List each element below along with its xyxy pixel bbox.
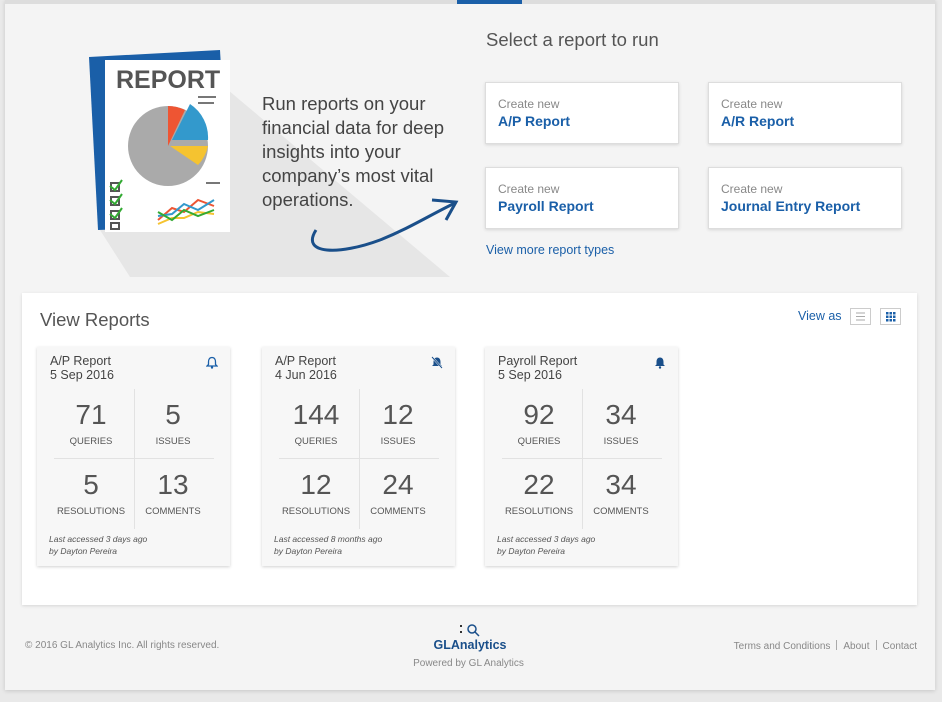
divider bbox=[279, 458, 439, 459]
divider bbox=[359, 389, 360, 529]
create-title: Select a report to run bbox=[486, 29, 659, 50]
more-link[interactable]: View more report types bbox=[486, 243, 615, 257]
last-accessed: Last accessed 3 days ago bbox=[49, 534, 148, 544]
card-name: Journal Entry Report bbox=[721, 198, 861, 214]
report-date: 5 Sep 2016 bbox=[50, 368, 114, 382]
report-date: 5 Sep 2016 bbox=[498, 368, 562, 382]
divider bbox=[502, 458, 662, 459]
create-card[interactable]: Create new Journal Entry Report bbox=[708, 167, 902, 229]
illustration-title: REPORT bbox=[116, 66, 220, 94]
last-accessed: Last accessed 8 months ago bbox=[274, 534, 383, 544]
card-name: Payroll Report bbox=[498, 198, 594, 214]
card-name: A/R Report bbox=[721, 113, 795, 129]
separator bbox=[836, 640, 838, 650]
stat-label: QUERIES bbox=[517, 436, 561, 447]
card-name: A/P Report bbox=[498, 113, 571, 129]
illustration: REPORT bbox=[89, 50, 459, 277]
create-card[interactable]: Create new Payroll Report bbox=[485, 167, 679, 229]
accessed-by: by Dayton Pereira bbox=[274, 546, 343, 556]
stat-label: QUERIES bbox=[69, 436, 113, 447]
report-card[interactable]: A/P Report 5 Sep 2016 71 QUERIES 5 ISSUES 5 RES… bbox=[37, 347, 230, 566]
report-card[interactable]: Payroll Report 5 Sep 2016 92 QUERIES 34 ISSUE… bbox=[485, 347, 678, 566]
footer-link[interactable]: Contact bbox=[882, 641, 917, 652]
footer-link[interactable]: Terms and Conditions bbox=[733, 641, 831, 652]
footer-link[interactable]: About bbox=[843, 641, 870, 652]
intro-text: Run reports on your financial data for d… bbox=[262, 93, 445, 210]
divider bbox=[54, 458, 214, 459]
bell-icon[interactable] bbox=[654, 356, 666, 369]
stat-value: 144 bbox=[292, 399, 340, 430]
stat-value: 13 bbox=[157, 469, 189, 500]
view-as: View as bbox=[798, 309, 842, 323]
stat-value: 92 bbox=[523, 399, 555, 430]
separator bbox=[875, 640, 877, 650]
create-card[interactable]: Create new A/P Report bbox=[485, 82, 679, 144]
last-accessed: Last accessed 3 days ago bbox=[497, 534, 596, 544]
stat-value: 34 bbox=[605, 399, 637, 430]
reports-title: View Reports bbox=[40, 309, 150, 330]
report-name: Payroll Report bbox=[498, 354, 578, 368]
stat-value: 5 bbox=[165, 399, 181, 430]
active-tab[interactable] bbox=[457, 0, 522, 4]
accessed-by: by Dayton Pereira bbox=[497, 546, 566, 556]
bell-icon[interactable] bbox=[431, 356, 443, 369]
bell-icon[interactable] bbox=[206, 356, 218, 369]
stat-label: ISSUES bbox=[155, 436, 191, 447]
divider bbox=[134, 389, 135, 529]
stat-label: RESOLUTIONS bbox=[504, 506, 574, 517]
report-name: A/P Report bbox=[50, 354, 111, 368]
stat-value: 22 bbox=[523, 469, 555, 500]
card-prefix: Create new bbox=[721, 97, 783, 111]
stat-value: 12 bbox=[300, 469, 332, 500]
stat-label: RESOLUTIONS bbox=[281, 506, 351, 517]
accessed-by: by Dayton Pereira bbox=[49, 546, 118, 556]
footer-links: Terms and Conditions About Contact bbox=[734, 640, 917, 652]
card-prefix: Create new bbox=[721, 182, 783, 196]
stat-label: COMMENTS bbox=[370, 506, 426, 517]
stat-label: ISSUES bbox=[380, 436, 416, 447]
logo-icon bbox=[460, 624, 480, 637]
copyright: © 2016 GL Analytics Inc. All rights rese… bbox=[25, 640, 220, 651]
report-date: 4 Jun 2016 bbox=[275, 368, 337, 382]
stat-value: 5 bbox=[83, 469, 99, 500]
divider bbox=[582, 389, 583, 529]
create-card[interactable]: Create new A/R Report bbox=[708, 82, 902, 144]
stat-value: 12 bbox=[382, 399, 414, 430]
powered-by: Powered by GL Analytics bbox=[413, 658, 524, 669]
report-card[interactable]: A/P Report 4 Jun 2016 144 QUERIES 12 ISSUES 12… bbox=[262, 347, 455, 566]
report-name: A/P Report bbox=[275, 354, 336, 368]
stat-label: COMMENTS bbox=[145, 506, 201, 517]
stat-label: RESOLUTIONS bbox=[56, 506, 126, 517]
card-prefix: Create new bbox=[498, 97, 560, 111]
stat-value: 34 bbox=[605, 469, 637, 500]
stat-value: 24 bbox=[382, 469, 414, 500]
brand: GLAnalytics bbox=[433, 638, 507, 652]
stat-label: COMMENTS bbox=[593, 506, 649, 517]
card-prefix: Create new bbox=[498, 182, 560, 196]
stat-label: ISSUES bbox=[603, 436, 639, 447]
stat-label: QUERIES bbox=[294, 436, 338, 447]
stat-value: 71 bbox=[75, 399, 107, 430]
view-toggle[interactable] bbox=[849, 307, 903, 327]
